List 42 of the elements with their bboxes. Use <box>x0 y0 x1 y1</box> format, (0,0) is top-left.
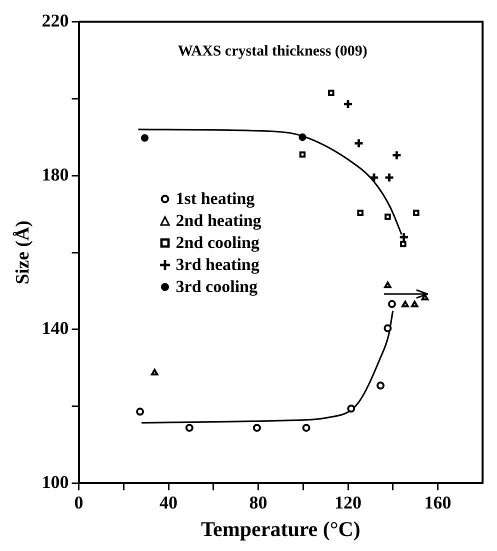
point <box>298 133 306 141</box>
point <box>388 300 396 308</box>
legend-label: 3rd cooling <box>176 276 258 298</box>
x-axis-title: Temperature (°C) <box>200 516 360 541</box>
legend-label: 2nd heating <box>176 210 262 232</box>
legend-label: 2nd cooling <box>176 232 260 254</box>
point <box>413 210 420 216</box>
point <box>384 282 392 288</box>
point <box>357 210 364 216</box>
point <box>384 172 394 183</box>
point <box>136 408 144 416</box>
point <box>411 300 418 308</box>
point <box>402 300 409 308</box>
y-tick-label: 140 <box>42 318 69 338</box>
legend-label: 3rd heating <box>176 254 260 276</box>
y-tick-label: 220 <box>42 10 69 30</box>
legend-label: 1st heating <box>176 188 255 210</box>
y-axis-title: Size (Å) <box>12 220 34 284</box>
point <box>400 240 406 248</box>
y-tick-label: 100 <box>42 472 69 492</box>
point <box>151 368 158 376</box>
x-tick-label: 40 <box>160 492 178 513</box>
point <box>384 214 391 220</box>
point <box>391 150 402 160</box>
point <box>376 382 385 390</box>
x-tick-label: 160 <box>424 492 452 513</box>
point <box>384 324 392 332</box>
point <box>368 172 380 183</box>
x-tick-label: 120 <box>334 492 362 513</box>
point <box>347 404 356 413</box>
point <box>302 424 310 432</box>
point <box>185 424 194 432</box>
point <box>140 134 149 142</box>
x-tick-label: 0 <box>74 492 84 513</box>
x-tick-label: 80 <box>249 492 268 513</box>
text: WAXS crystal thickness (009) <box>178 44 368 60</box>
y-tick-label: 180 <box>42 164 69 184</box>
point <box>354 138 364 148</box>
point <box>252 424 261 432</box>
point <box>342 98 354 110</box>
point <box>328 90 334 96</box>
point <box>299 151 306 158</box>
